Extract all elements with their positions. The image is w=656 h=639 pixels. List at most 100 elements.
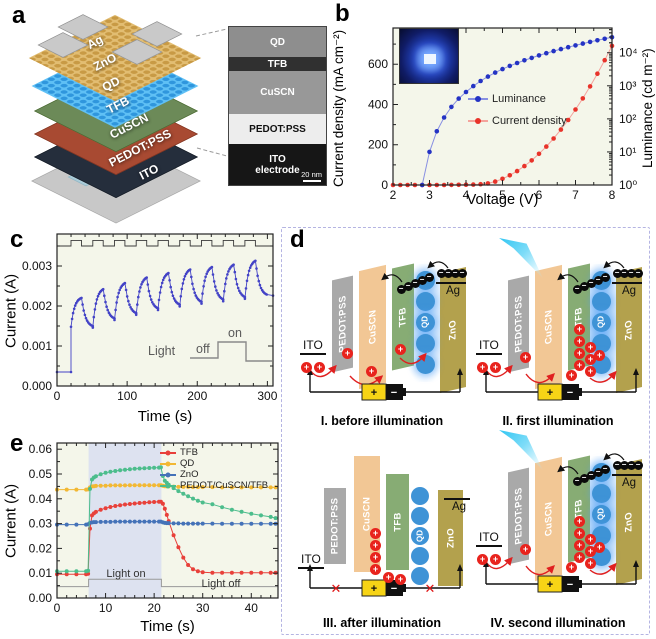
ag-electrode-line: [612, 474, 642, 476]
electron-icon: −: [450, 268, 460, 278]
qd-dot: QD: [415, 312, 435, 332]
light-on-annotation: Light on: [106, 568, 146, 580]
tem-band-cuscn: CuSCN: [229, 71, 326, 114]
electron-icon: −: [457, 268, 467, 278]
stage-caption: I. before illumination: [320, 414, 444, 428]
hole-icon: +: [574, 552, 585, 563]
battery-negative: [562, 384, 579, 400]
panel-d: d PEDOT:PSS CuSCN TFB ZnO QD ITO + + Ag − − − − − − − − −…: [281, 226, 650, 635]
light-label: Light: [148, 344, 176, 358]
svg-text:4: 4: [463, 188, 470, 202]
stage-circuit: + −: [307, 260, 463, 401]
series-photocurrent: [55, 259, 275, 374]
svg-text:8: 8: [609, 188, 616, 202]
series-pedot-cuscn-tfb: [55, 465, 278, 574]
legend-dot: [165, 472, 171, 477]
device-photo-inset: [399, 28, 459, 84]
legend-label: Current density: [492, 115, 567, 127]
legend-dot: [165, 461, 171, 466]
legend-item-luminance: Luminance: [468, 93, 546, 105]
hole-icon: +: [395, 344, 406, 355]
electron-icon: −: [403, 281, 413, 291]
qd-dot: QD: [411, 527, 429, 545]
series-pulse-indicator: [57, 578, 278, 588]
hole-icon: +: [490, 554, 501, 565]
legend-label: TFB: [180, 447, 198, 458]
tem-label: QD: [270, 36, 285, 48]
tem-band-ito: ITO electrode 20 nm: [229, 144, 326, 185]
legend-label: Luminance: [492, 93, 546, 105]
electron-icon: −: [586, 470, 596, 480]
legend-marker: [160, 461, 176, 466]
electron-icon: −: [579, 281, 589, 291]
electron-icon: −: [436, 268, 446, 278]
electron-icon: −: [424, 272, 434, 282]
svg-text:30: 30: [196, 601, 210, 615]
plot-frame: [56, 233, 274, 387]
tem-band-tfb: TFB: [229, 57, 326, 71]
qd-dot: [415, 291, 435, 311]
svg-text:0.02: 0.02: [29, 541, 53, 555]
electron-icon: −: [396, 284, 406, 294]
svg-text:40: 40: [245, 601, 259, 615]
ag-electrode-line: [436, 282, 466, 284]
hole-icon: +: [342, 348, 353, 359]
electron-icon: −: [586, 278, 596, 288]
legend-item-pedot-cuscn-tfb: PEDOT/CuSCN/TFB: [160, 480, 268, 491]
svg-text:+: +: [547, 579, 553, 591]
tem-cross-section: QD TFB CuSCN PEDOT:PSS ITO electrode 20 nm: [228, 26, 327, 186]
legend-dot: [165, 483, 171, 488]
ag-label: Ag: [452, 501, 467, 513]
svg-text:+: +: [371, 583, 377, 595]
qd-dot: [591, 525, 611, 545]
tem-label: ITO: [269, 153, 286, 165]
stage-circuit: + −✕ ✕: [307, 564, 463, 597]
electron-icon: −: [572, 476, 582, 486]
hole-icon: +: [585, 558, 596, 569]
y-axis-label: Current (A): [2, 483, 20, 559]
stage-3: PEDOT:PSS CuSCN TFB ZnO QD ITO Ag + + + + + + + − ✕ ✕ III…: [298, 434, 470, 630]
hole-icon: +: [370, 540, 381, 551]
electron-icon: −: [572, 284, 582, 294]
svg-text:200: 200: [368, 138, 388, 152]
svg-text:0: 0: [54, 601, 61, 615]
qd-dot: [411, 547, 429, 565]
hole-icon: +: [574, 336, 585, 347]
y-axis-label-right: Luminance (cd m⁻²): [640, 48, 655, 168]
off-label: off: [196, 342, 210, 356]
ag-label: Ag: [446, 285, 461, 297]
svg-text:6: 6: [536, 188, 543, 202]
panel-e-label: e: [10, 430, 24, 457]
hole-icon: +: [574, 360, 585, 371]
qd-dot: [411, 567, 429, 585]
electron-icon: −: [600, 272, 610, 282]
hole-icon: +: [566, 370, 577, 381]
hole-icon: +: [574, 540, 585, 551]
electron-icon: −: [443, 268, 453, 278]
panel-c: c 0 100 200 300 0.000 0.001 0.002 0.003 Current…: [0, 222, 285, 432]
electron-icon: −: [619, 460, 629, 470]
panel-c-label: c: [10, 226, 24, 253]
svg-text:10⁴: 10⁴: [619, 46, 638, 60]
ito-electrode: ITO: [298, 552, 324, 569]
svg-text:0.002: 0.002: [22, 299, 52, 313]
svg-text:10: 10: [99, 601, 113, 615]
hole-icon: +: [574, 348, 585, 359]
svg-text:0: 0: [54, 389, 61, 403]
electron-icon: −: [626, 460, 636, 470]
hole-icon: +: [594, 542, 605, 553]
hole-icon: +: [520, 544, 531, 555]
electron-icon: −: [612, 460, 622, 470]
svg-text:0.01: 0.01: [29, 566, 53, 580]
svg-text:0.06: 0.06: [29, 442, 53, 456]
x-axis-label: Time (s): [140, 618, 195, 635]
electron-icon: −: [612, 268, 622, 278]
svg-text:0.04: 0.04: [29, 492, 53, 506]
svg-text:+: +: [547, 387, 553, 399]
plot-frame: [392, 27, 613, 186]
hole-icon: +: [585, 342, 596, 353]
qd-dot: [591, 333, 611, 353]
layer-photocurrent-chart: 0 10 20 30 40 0.00 0.01 0.02 0.03 0.04 0.05 0.06: [29, 442, 279, 615]
svg-text:0.000: 0.000: [22, 379, 52, 393]
